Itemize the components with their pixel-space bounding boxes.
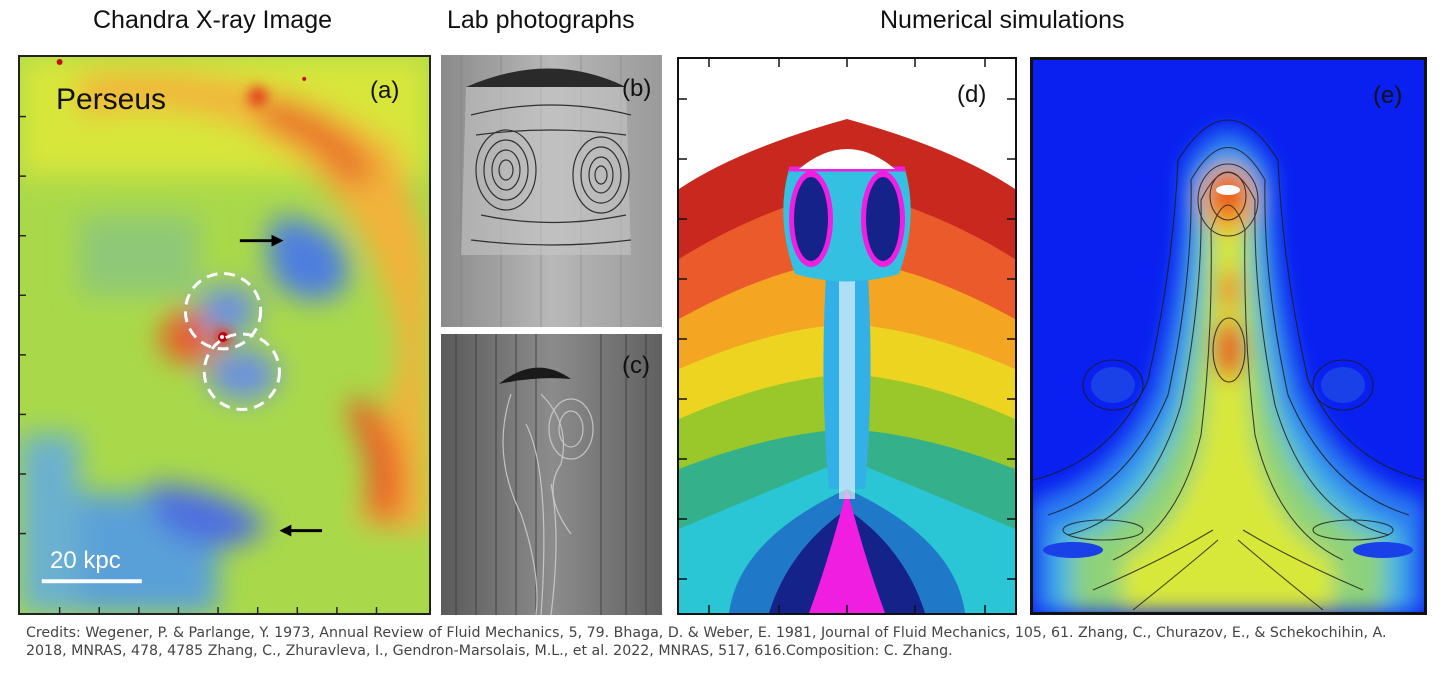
panel-a-xray-image: Perseus (a) 20 kpc <box>18 55 431 615</box>
credits-text: Credits: Wegener, P. & Parlange, Y. 1973… <box>26 625 1387 659</box>
xray-image <box>20 57 429 613</box>
arrow-right-icon <box>239 234 284 247</box>
heading-numerical: Numerical simulations <box>880 6 1125 34</box>
panel-d-particle-simulation: (d) <box>677 57 1017 615</box>
panel-c-lab-photo: (c) <box>441 334 662 615</box>
panel-label-b: (b) <box>622 75 652 102</box>
panel-e-fluid-simulation: (e) <box>1030 57 1427 615</box>
panel-label-a: (a) <box>370 77 400 104</box>
panel-b-lab-photo: (b) <box>441 55 662 327</box>
lab-photo-b <box>441 55 662 327</box>
panel-label-e: (e) <box>1373 82 1403 109</box>
lab-photo-c <box>441 334 662 615</box>
particle-simulation <box>679 59 1015 613</box>
heading-chandra: Chandra X-ray Image <box>93 6 333 34</box>
heading-lab: Lab photographs <box>447 6 635 34</box>
fluid-simulation <box>1033 60 1424 612</box>
scale-bar-label: 20 kpc <box>50 547 121 574</box>
arrow-left-icon <box>279 524 323 537</box>
panel-label-c: (c) <box>622 352 650 379</box>
cavity-circle-lower <box>202 332 281 411</box>
scale-bar <box>41 579 142 584</box>
cavity-circle-upper <box>183 271 263 351</box>
object-name: Perseus <box>56 83 167 116</box>
panel-label-d: (d) <box>957 81 987 108</box>
